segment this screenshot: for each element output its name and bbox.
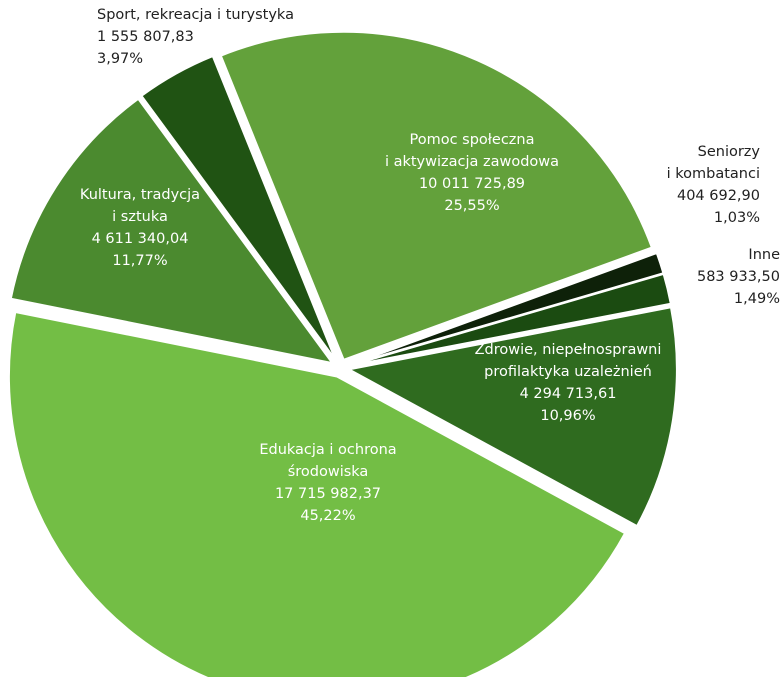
slice-label: Inne (748, 247, 780, 263)
slice-label: 11,77% (112, 253, 167, 269)
slice-label: 1 555 807,83 (97, 29, 194, 45)
slice-label: i aktywizacja zawodowa (385, 154, 559, 170)
slice-label: 1,03% (714, 210, 760, 226)
slice-label: i sztuka (112, 209, 168, 225)
slice-label: Zdrowie, niepełnosprawni (475, 342, 662, 358)
slice-label: 404 692,90 (677, 188, 760, 204)
pie-slice (140, 54, 337, 361)
slice-label: 10,96% (540, 408, 595, 424)
slice-label: Edukacja i ochrona (259, 442, 396, 458)
slice-label: 4 294 713,61 (520, 386, 617, 402)
pie-slice (7, 310, 627, 677)
slice-label: środowiska (288, 464, 369, 480)
slice-label: 17 715 982,37 (275, 486, 381, 502)
slice-label: i kombatanci (667, 166, 760, 182)
slice-label: Seniorzy (698, 144, 761, 160)
slice-label: Sport, rekreacja i turystyka (97, 7, 294, 23)
slice-label: profilaktyka uzależnień (484, 364, 652, 380)
slice-label: 45,22% (300, 508, 355, 524)
slice-label: 4 611 340,04 (92, 231, 189, 247)
slice-label: 3,97% (97, 51, 143, 67)
slice-label: 1,49% (734, 291, 780, 307)
pie-slice (345, 306, 678, 528)
pie-slice (348, 272, 672, 367)
slice-label: 10 011 725,89 (419, 176, 525, 192)
slice-label: Pomoc społeczna (409, 132, 534, 148)
slice-label: 25,55% (444, 198, 499, 214)
pie-slice (219, 30, 654, 362)
slice-label: 583 933,50 (697, 269, 780, 285)
pie-slice (9, 97, 335, 365)
slice-label: Kultura, tradycja (80, 187, 200, 203)
